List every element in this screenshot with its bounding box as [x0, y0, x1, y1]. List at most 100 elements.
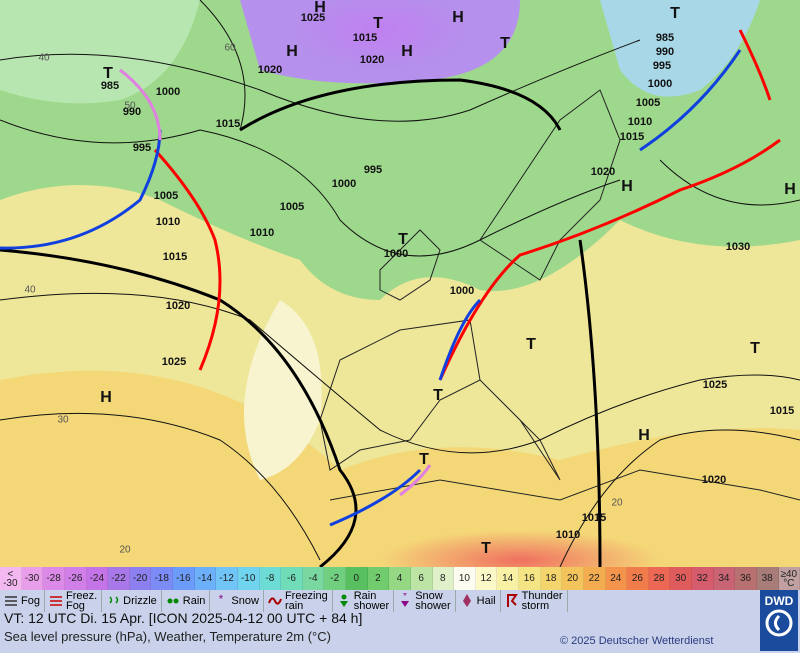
legend-label: Fog: [21, 595, 40, 607]
scale-cell: -18: [151, 567, 173, 590]
cold-region: [600, 0, 760, 97]
isobar: [199, 0, 246, 131]
isobars: [0, 0, 800, 567]
isobar-label: 985: [656, 32, 674, 44]
trough-line: [578, 239, 602, 567]
temperature-label: 60: [224, 43, 236, 54]
legend-label: Hail: [476, 595, 496, 607]
trough-line: [0, 248, 358, 567]
isobar: [559, 429, 800, 567]
pressure-center: H: [100, 389, 112, 406]
pressure-center: T: [481, 540, 491, 557]
isobar: [0, 39, 641, 122]
scale-cell: -16: [173, 567, 195, 590]
legend-icon: *: [401, 593, 410, 607]
svg-text:*: *: [219, 593, 224, 606]
scale-cell: -6: [281, 567, 303, 590]
legend-item: Freez. Fog: [45, 590, 103, 612]
copyright: © 2025 Deutscher Wetterdienst: [560, 635, 714, 647]
coastline: [319, 319, 481, 471]
scale-cell: 2: [367, 567, 390, 590]
isobar: [0, 292, 800, 454]
cold-front: [0, 129, 162, 250]
isobar-label: 990: [656, 46, 674, 58]
pressure-center: T: [373, 15, 383, 32]
trough-line: [239, 78, 562, 132]
temperature-label: 40: [24, 285, 36, 296]
temperature-scale: < -30 -30 -28 -26 -24 -22 -20 -18 -16 -14 -12 -10 -8…: [0, 567, 800, 590]
temperature-label: 40: [38, 53, 50, 64]
scale-cell: 34: [713, 567, 736, 590]
isobar-label: 990: [123, 106, 141, 118]
cold-front: [639, 49, 742, 152]
scale-cell: -2: [324, 567, 346, 590]
isobar-label: 1005: [280, 201, 304, 213]
pressure-center: T: [433, 387, 443, 404]
warm-front: [438, 138, 781, 381]
scale-cell: 26: [627, 567, 649, 590]
pressure-center: T: [500, 35, 510, 52]
legend-icon: *: [219, 593, 224, 606]
isobar-label: 1025: [301, 12, 325, 24]
scale-cell: -10: [237, 567, 260, 590]
isobar-label: 1015: [353, 32, 377, 44]
map: 1025 1015 1020 1020 985 990 1000 995 1015 1005 101…: [0, 0, 800, 567]
scale-cell: -8: [259, 567, 282, 590]
legend-label: Rain shower: [353, 590, 390, 612]
scale-cell: 12: [475, 567, 498, 590]
isobar-label: 1000: [156, 86, 180, 98]
temperature-label: 30: [57, 415, 69, 426]
legend-label: Rain: [182, 595, 206, 607]
legend-item: Rain shower: [333, 590, 395, 612]
logo-icon: [765, 609, 793, 637]
scale-cell: -30: [21, 567, 44, 590]
scale-cell: -26: [64, 567, 87, 590]
scale-cell: 16: [519, 567, 541, 590]
scale-cell: 30: [670, 567, 692, 590]
logo: DWD: [760, 590, 798, 651]
pressure-center: T: [103, 65, 113, 82]
pressure-center: T: [670, 5, 680, 22]
legend-icon: [49, 596, 62, 606]
occlusion: [119, 68, 162, 141]
scale-cell: 10: [454, 567, 476, 590]
legend-icon: [5, 596, 17, 606]
coastline: [479, 379, 561, 481]
legend-icon: [109, 596, 119, 604]
isobar-label: 1015: [216, 118, 240, 130]
isobar: [0, 119, 621, 257]
legend-label: Freez. Fog: [65, 590, 98, 612]
scale-cell: 36: [735, 567, 757, 590]
scale-cell: 32: [692, 567, 714, 590]
scale-cell: -22: [108, 567, 130, 590]
scale-cell: 6: [410, 567, 433, 590]
legend-item: Drizzle: [102, 590, 162, 612]
isobar-label: 1015: [770, 405, 794, 417]
legend-icon: [167, 598, 179, 604]
weather-legend: Fog Freez. Fog Drizzle Rain * Snow Freezing ra…: [0, 590, 760, 612]
isobar-label: 995: [653, 60, 671, 72]
pressure-center: H: [452, 9, 464, 26]
scale-cell: 18: [540, 567, 563, 590]
legend-icon: [506, 594, 518, 607]
legend-label: Freezing rain: [284, 590, 328, 612]
cold-core: [290, 0, 470, 70]
pressure-center: H: [286, 43, 298, 60]
isobar-label: 1020: [702, 474, 726, 486]
hot-core: [380, 530, 660, 567]
isobar-label: 985: [101, 80, 119, 92]
scale-cell: 28: [648, 567, 671, 590]
pressure-center: H: [638, 427, 650, 444]
legend-item: Fog: [0, 590, 45, 612]
isobar-label: 1015: [582, 512, 606, 524]
scale-cell: 0: [346, 567, 368, 590]
isobar-label: 1010: [556, 529, 580, 541]
temperature-label: 50: [124, 101, 136, 112]
scale-cell: 38: [756, 567, 779, 590]
coastline: [379, 229, 441, 301]
legend-item: * Snow shower: [394, 590, 456, 612]
legend-icon: [339, 594, 348, 607]
pressure-center: T: [398, 231, 408, 248]
scale-cell: 4: [389, 567, 411, 590]
scale-cell: 20: [562, 567, 584, 590]
